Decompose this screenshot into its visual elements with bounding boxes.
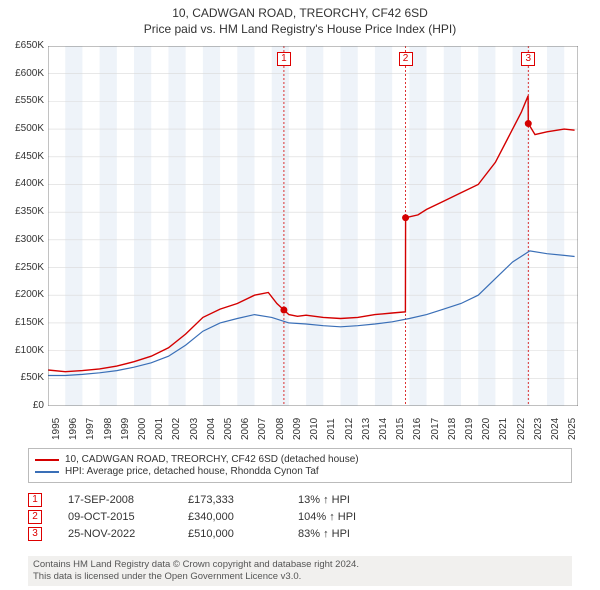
x-tick-label: 1999	[120, 418, 131, 440]
chart-subtitle: Price paid vs. HM Land Registry's House …	[0, 22, 600, 36]
x-tick-label: 1997	[85, 418, 96, 440]
y-tick-label: £0	[4, 400, 44, 411]
y-tick-label: £450K	[4, 151, 44, 162]
x-tick-label: 2008	[275, 418, 286, 440]
x-tick-label: 2010	[309, 418, 320, 440]
x-axis-labels: 1995 1996 1997 1998 1999 2000 2001 2002 2003 2004…	[48, 410, 578, 450]
sale-pct-3: 83% ↑ HPI	[298, 528, 378, 540]
x-tick-label: 2003	[189, 418, 200, 440]
attribution: Contains HM Land Registry data © Crown c…	[28, 556, 572, 586]
y-tick-label: £150K	[4, 317, 44, 328]
title-block: 10, CADWGAN ROAD, TREORCHY, CF42 6SD Pri…	[0, 0, 600, 36]
sales-table: 1 17-SEP-2008 £173,333 13% ↑ HPI 2 09-OC…	[28, 490, 572, 544]
y-tick-label: £400K	[4, 178, 44, 189]
y-tick-label: £500K	[4, 123, 44, 134]
x-tick-label: 1996	[68, 418, 79, 440]
legend-row-hpi: HPI: Average price, detached house, Rhon…	[35, 466, 565, 477]
x-tick-label: 2007	[257, 418, 268, 440]
chart-svg	[48, 46, 578, 406]
sale-price-1: £173,333	[188, 494, 298, 506]
legend-swatch-hpi	[35, 471, 59, 473]
x-tick-label: 2021	[498, 418, 509, 440]
x-tick-label: 2020	[481, 418, 492, 440]
x-tick-label: 2012	[344, 418, 355, 440]
chart-container: 10, CADWGAN ROAD, TREORCHY, CF42 6SD Pri…	[0, 0, 600, 590]
sale-date-1: 17-SEP-2008	[68, 494, 188, 506]
x-tick-label: 2024	[550, 418, 561, 440]
sale-marker-box-2: 2	[399, 52, 413, 66]
legend-label-property: 10, CADWGAN ROAD, TREORCHY, CF42 6SD (de…	[65, 454, 359, 465]
y-tick-label: £200K	[4, 289, 44, 300]
x-tick-label: 2023	[533, 418, 544, 440]
sale-marker-box-1: 1	[277, 52, 291, 66]
x-tick-label: 2002	[171, 418, 182, 440]
x-tick-label: 2004	[206, 418, 217, 440]
x-tick-label: 2013	[361, 418, 372, 440]
attribution-line1: Contains HM Land Registry data © Crown c…	[33, 559, 567, 571]
x-tick-label: 2022	[516, 418, 527, 440]
sale-marker-3: 3	[28, 527, 42, 541]
attribution-line2: This data is licensed under the Open Gov…	[33, 571, 567, 583]
sale-price-2: £340,000	[188, 511, 298, 523]
legend-swatch-property	[35, 459, 59, 461]
x-tick-label: 2011	[326, 418, 337, 440]
x-tick-label: 2018	[447, 418, 458, 440]
sale-row-1: 1 17-SEP-2008 £173,333 13% ↑ HPI	[28, 493, 572, 507]
sale-marker-box-3: 3	[521, 52, 535, 66]
x-tick-label: 2025	[567, 418, 578, 440]
y-tick-label: £650K	[4, 40, 44, 51]
x-tick-label: 2006	[240, 418, 251, 440]
x-tick-label: 2016	[412, 418, 423, 440]
x-tick-label: 2014	[378, 418, 389, 440]
x-tick-label: 2001	[154, 418, 165, 440]
x-tick-label: 2000	[137, 418, 148, 440]
y-tick-label: £50K	[4, 372, 44, 383]
x-tick-label: 2019	[464, 418, 475, 440]
x-tick-label: 1995	[51, 418, 62, 440]
chart-plot-area	[48, 46, 578, 406]
y-tick-label: £250K	[4, 262, 44, 273]
sale-date-3: 25-NOV-2022	[68, 528, 188, 540]
x-tick-label: 2005	[223, 418, 234, 440]
sale-price-3: £510,000	[188, 528, 298, 540]
sale-row-3: 3 25-NOV-2022 £510,000 83% ↑ HPI	[28, 527, 572, 541]
x-tick-label: 2017	[430, 418, 441, 440]
legend-row-property: 10, CADWGAN ROAD, TREORCHY, CF42 6SD (de…	[35, 454, 565, 465]
legend-label-hpi: HPI: Average price, detached house, Rhon…	[65, 466, 319, 477]
y-tick-label: £300K	[4, 234, 44, 245]
sale-row-2: 2 09-OCT-2015 £340,000 104% ↑ HPI	[28, 510, 572, 524]
sale-pct-1: 13% ↑ HPI	[298, 494, 378, 506]
chart-title-address: 10, CADWGAN ROAD, TREORCHY, CF42 6SD	[0, 6, 600, 20]
y-tick-label: £100K	[4, 345, 44, 356]
sale-pct-2: 104% ↑ HPI	[298, 511, 378, 523]
sale-marker-2: 2	[28, 510, 42, 524]
y-tick-label: £550K	[4, 95, 44, 106]
x-tick-label: 2009	[292, 418, 303, 440]
x-tick-label: 2015	[395, 418, 406, 440]
legend: 10, CADWGAN ROAD, TREORCHY, CF42 6SD (de…	[28, 448, 572, 483]
x-tick-label: 1998	[103, 418, 114, 440]
y-tick-label: £350K	[4, 206, 44, 217]
y-tick-label: £600K	[4, 68, 44, 79]
sale-marker-1: 1	[28, 493, 42, 507]
sale-date-2: 09-OCT-2015	[68, 511, 188, 523]
